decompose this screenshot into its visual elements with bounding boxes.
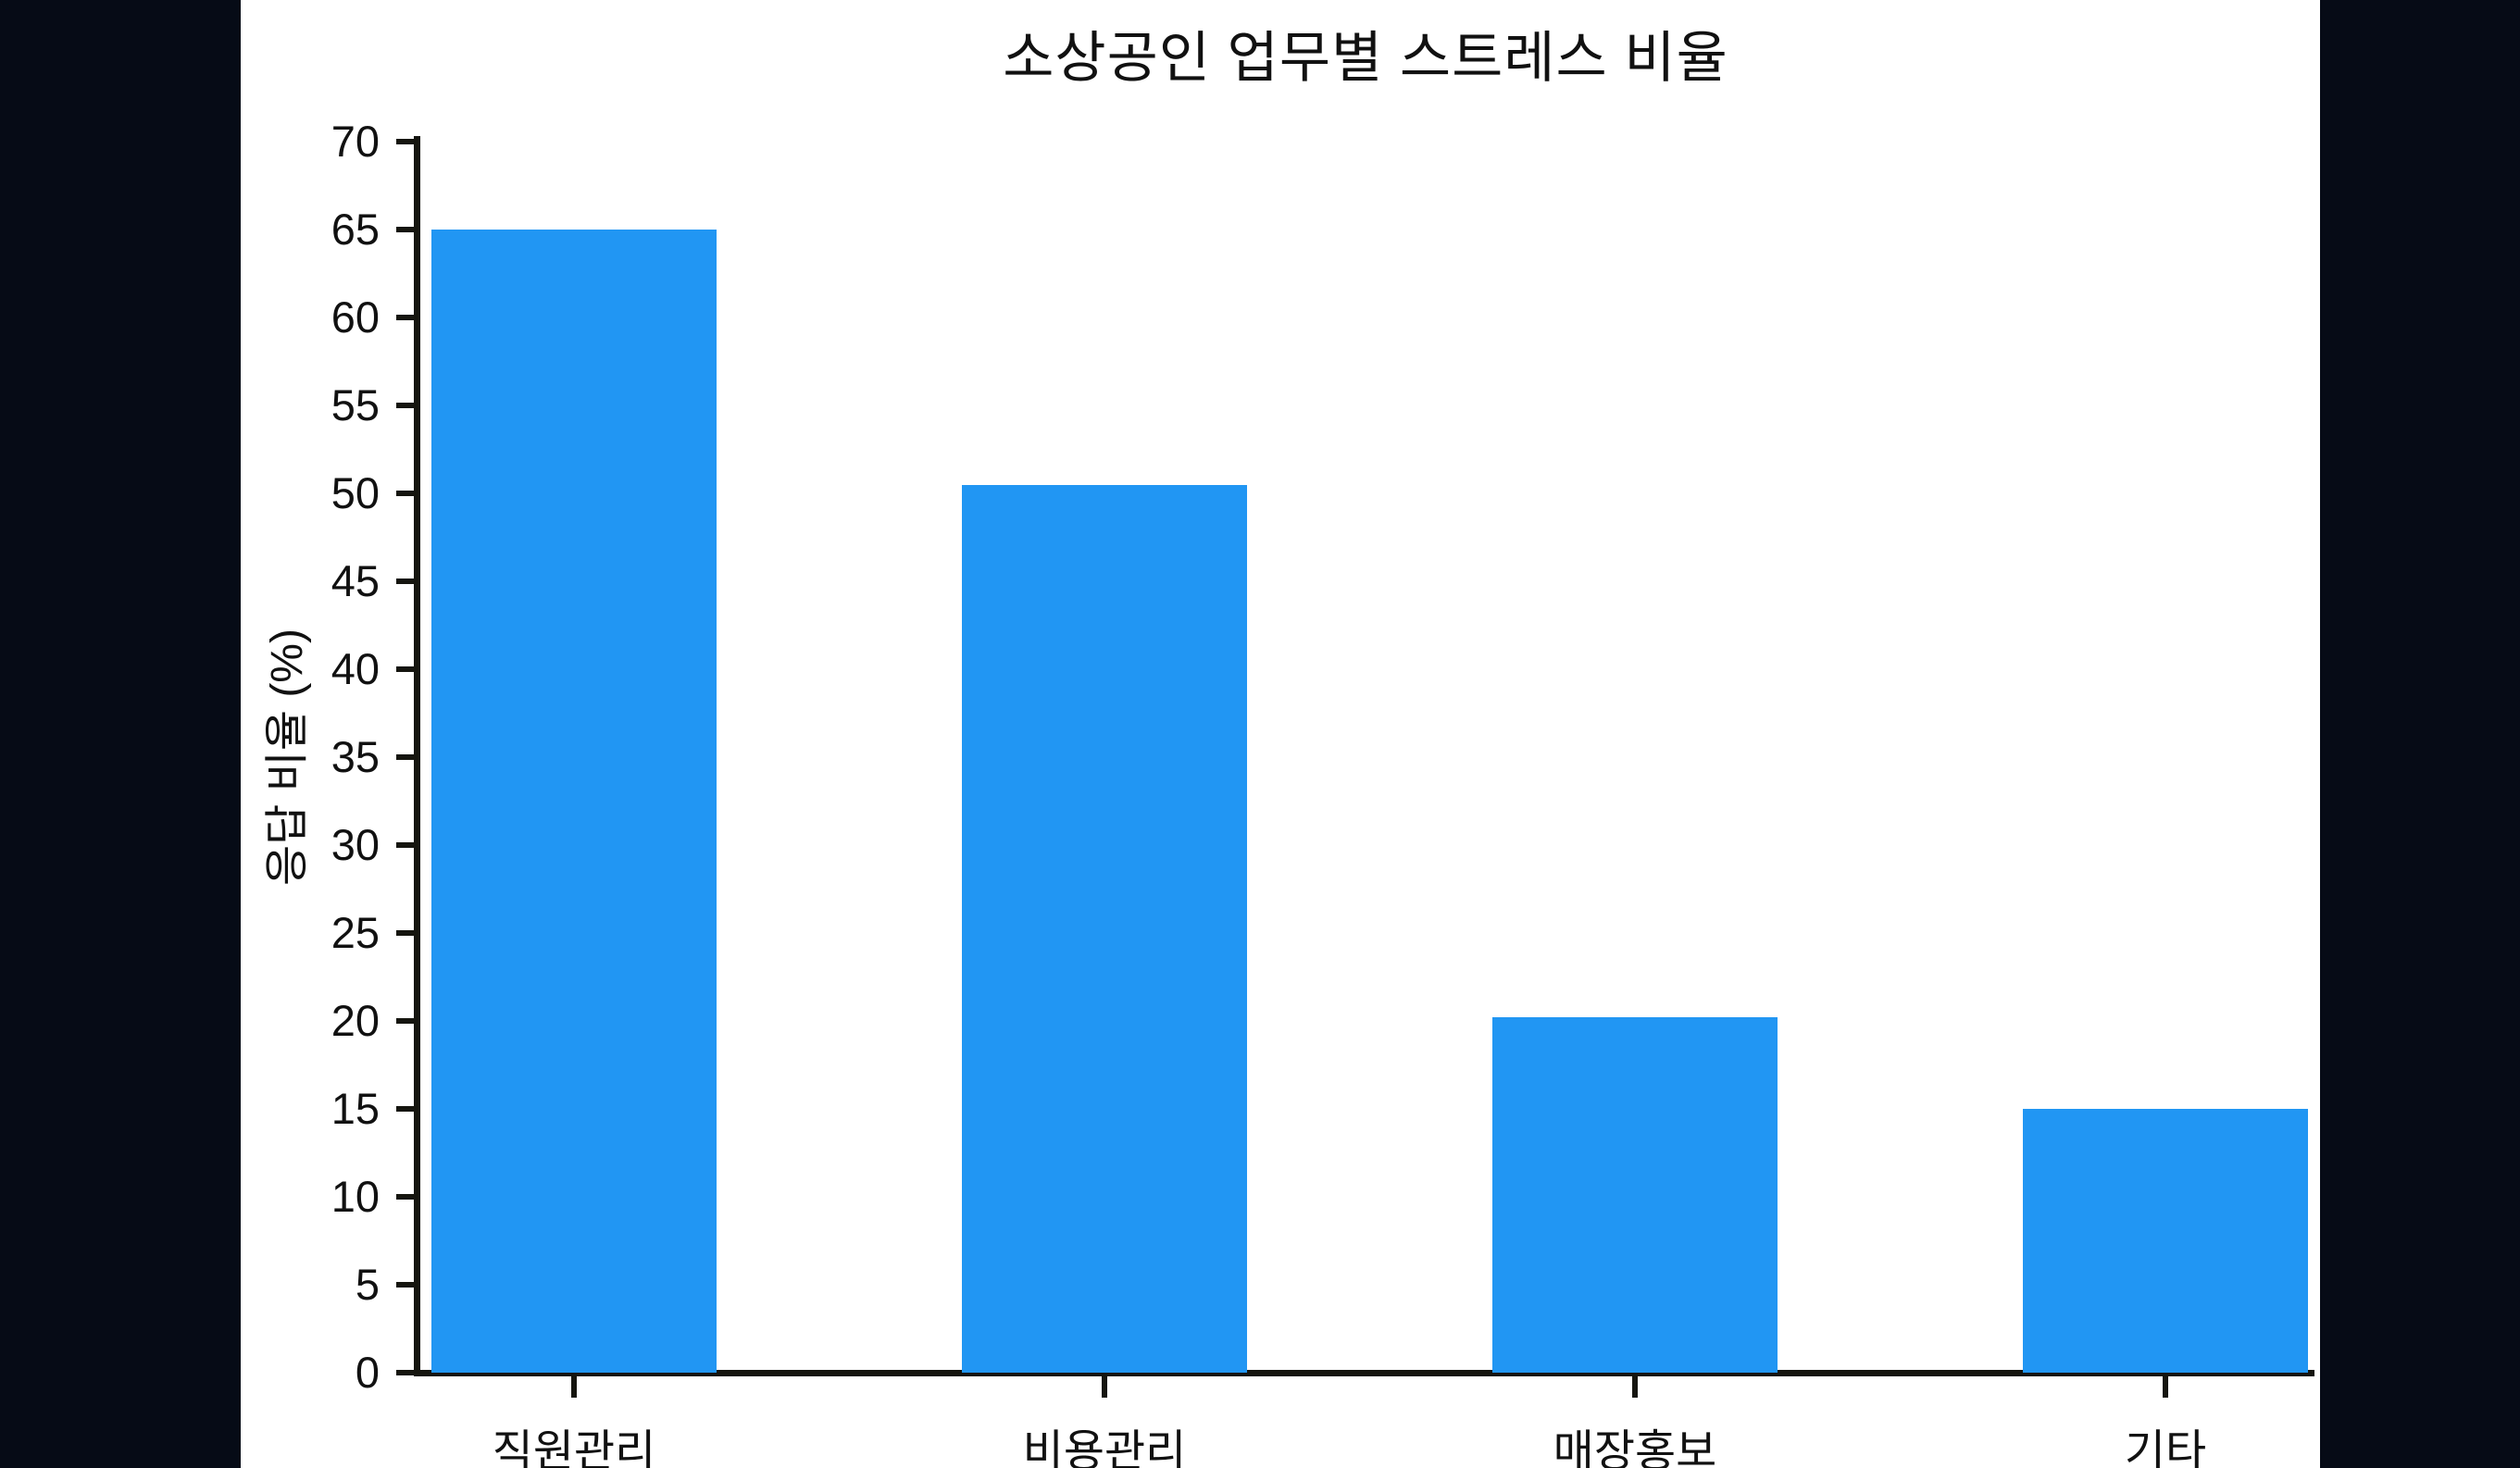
chart-title: 소상공인 업무별 스트레스 비율 xyxy=(1003,27,1728,89)
chart-figure: 소상공인 업무별 스트레스 비율 응답 비율 (%) 0 5 10 15 20 25 30 3… xyxy=(241,0,2320,1468)
bar-직원관리 xyxy=(431,230,717,1373)
x-category-label: 매장홍보 xyxy=(1553,1427,1717,1468)
bar-매장홍보 xyxy=(1492,1017,1778,1373)
y-tick xyxy=(396,315,414,320)
y-tick-label: 35 xyxy=(331,732,380,781)
y-tick-label: 25 xyxy=(331,908,380,957)
y-tick xyxy=(396,1106,414,1112)
y-tick xyxy=(396,930,414,936)
bar-기타 xyxy=(2023,1109,2308,1373)
y-tick xyxy=(396,1194,414,1200)
y-tick-label: 15 xyxy=(331,1084,380,1133)
y-tick xyxy=(396,227,414,232)
y-tick xyxy=(396,491,414,496)
y-tick xyxy=(396,578,414,584)
y-tick xyxy=(396,842,414,848)
y-tick xyxy=(396,754,414,760)
x-tick xyxy=(2163,1376,2168,1398)
y-tick xyxy=(396,1370,414,1375)
x-category-label: 비용관리 xyxy=(1022,1427,1187,1468)
y-tick-label: 40 xyxy=(331,644,380,693)
x-axis-spine xyxy=(414,1370,2314,1376)
x-category-label: 직원관리 xyxy=(492,1427,656,1468)
x-category-label: 기타 xyxy=(2124,1427,2207,1468)
y-tick xyxy=(396,1018,414,1024)
x-tick xyxy=(1632,1376,1638,1398)
y-tick-label: 0 xyxy=(355,1348,380,1397)
y-tick-label: 45 xyxy=(331,556,380,605)
y-tick-label: 20 xyxy=(331,996,380,1045)
y-tick xyxy=(396,1282,414,1288)
x-tick xyxy=(1102,1376,1107,1398)
y-tick-label: 70 xyxy=(331,117,380,166)
y-tick-label: 30 xyxy=(331,820,380,869)
y-tick-label: 60 xyxy=(331,292,380,342)
x-tick xyxy=(571,1376,577,1398)
y-tick xyxy=(396,666,414,672)
y-tick-label: 65 xyxy=(331,205,380,254)
y-axis-spine xyxy=(414,136,420,1376)
y-tick-label: 50 xyxy=(331,468,380,517)
y-tick xyxy=(396,403,414,408)
y-tick xyxy=(396,139,414,144)
y-tick-label: 55 xyxy=(331,380,380,429)
bar-비용관리 xyxy=(962,484,1247,1373)
y-tick-label: 5 xyxy=(355,1260,380,1309)
y-tick-label: 10 xyxy=(331,1172,380,1221)
